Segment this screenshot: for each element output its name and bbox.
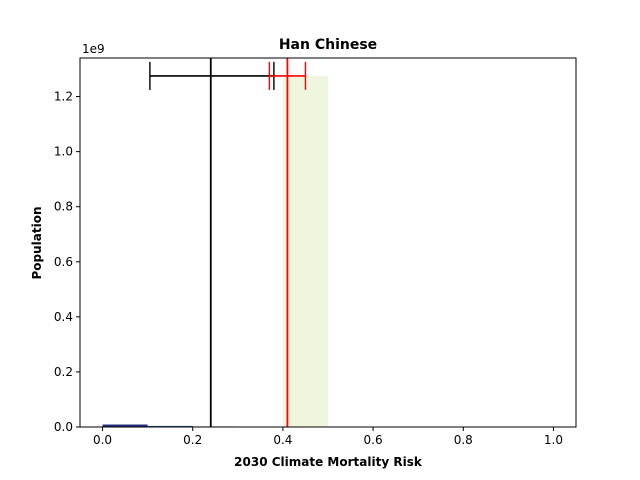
y-tick-label-2: 0.4	[54, 310, 73, 324]
x-tick-label-3: 0.6	[364, 433, 383, 447]
x-tick-label-2: 0.4	[273, 433, 292, 447]
axes-frame	[79, 57, 577, 428]
y-axis-label: Population	[30, 206, 44, 279]
x-tick-label-0: 0.0	[93, 433, 112, 447]
x-tick-label-1: 0.2	[183, 433, 202, 447]
chart-title: Han Chinese	[279, 37, 377, 53]
y-tick-label-4: 0.8	[54, 200, 73, 214]
y-tick-label-3: 0.6	[54, 255, 73, 269]
x-axis-label: 2030 Climate Mortality Risk	[234, 455, 423, 469]
histogram-bar-0	[102, 424, 148, 427]
y-scale-label: 1e9	[82, 42, 105, 56]
y-tick-label-1: 0.2	[54, 365, 73, 379]
histogram-bar-1	[147, 425, 193, 427]
y-tick-label-5: 1.0	[54, 145, 73, 159]
plot-area: 0.0 0.2 0.4 0.6 0.8 1.0 0.0 0.2 0.4 0.6 0.8 1.0 1.2	[54, 57, 577, 447]
x-tick-label-4: 0.8	[454, 433, 473, 447]
x-tick-label-5: 1.0	[544, 433, 563, 447]
y-tick-label-0: 0.0	[54, 420, 73, 434]
y-tick-label-6: 1.2	[54, 90, 73, 104]
histogram-bar-3	[282, 75, 328, 427]
